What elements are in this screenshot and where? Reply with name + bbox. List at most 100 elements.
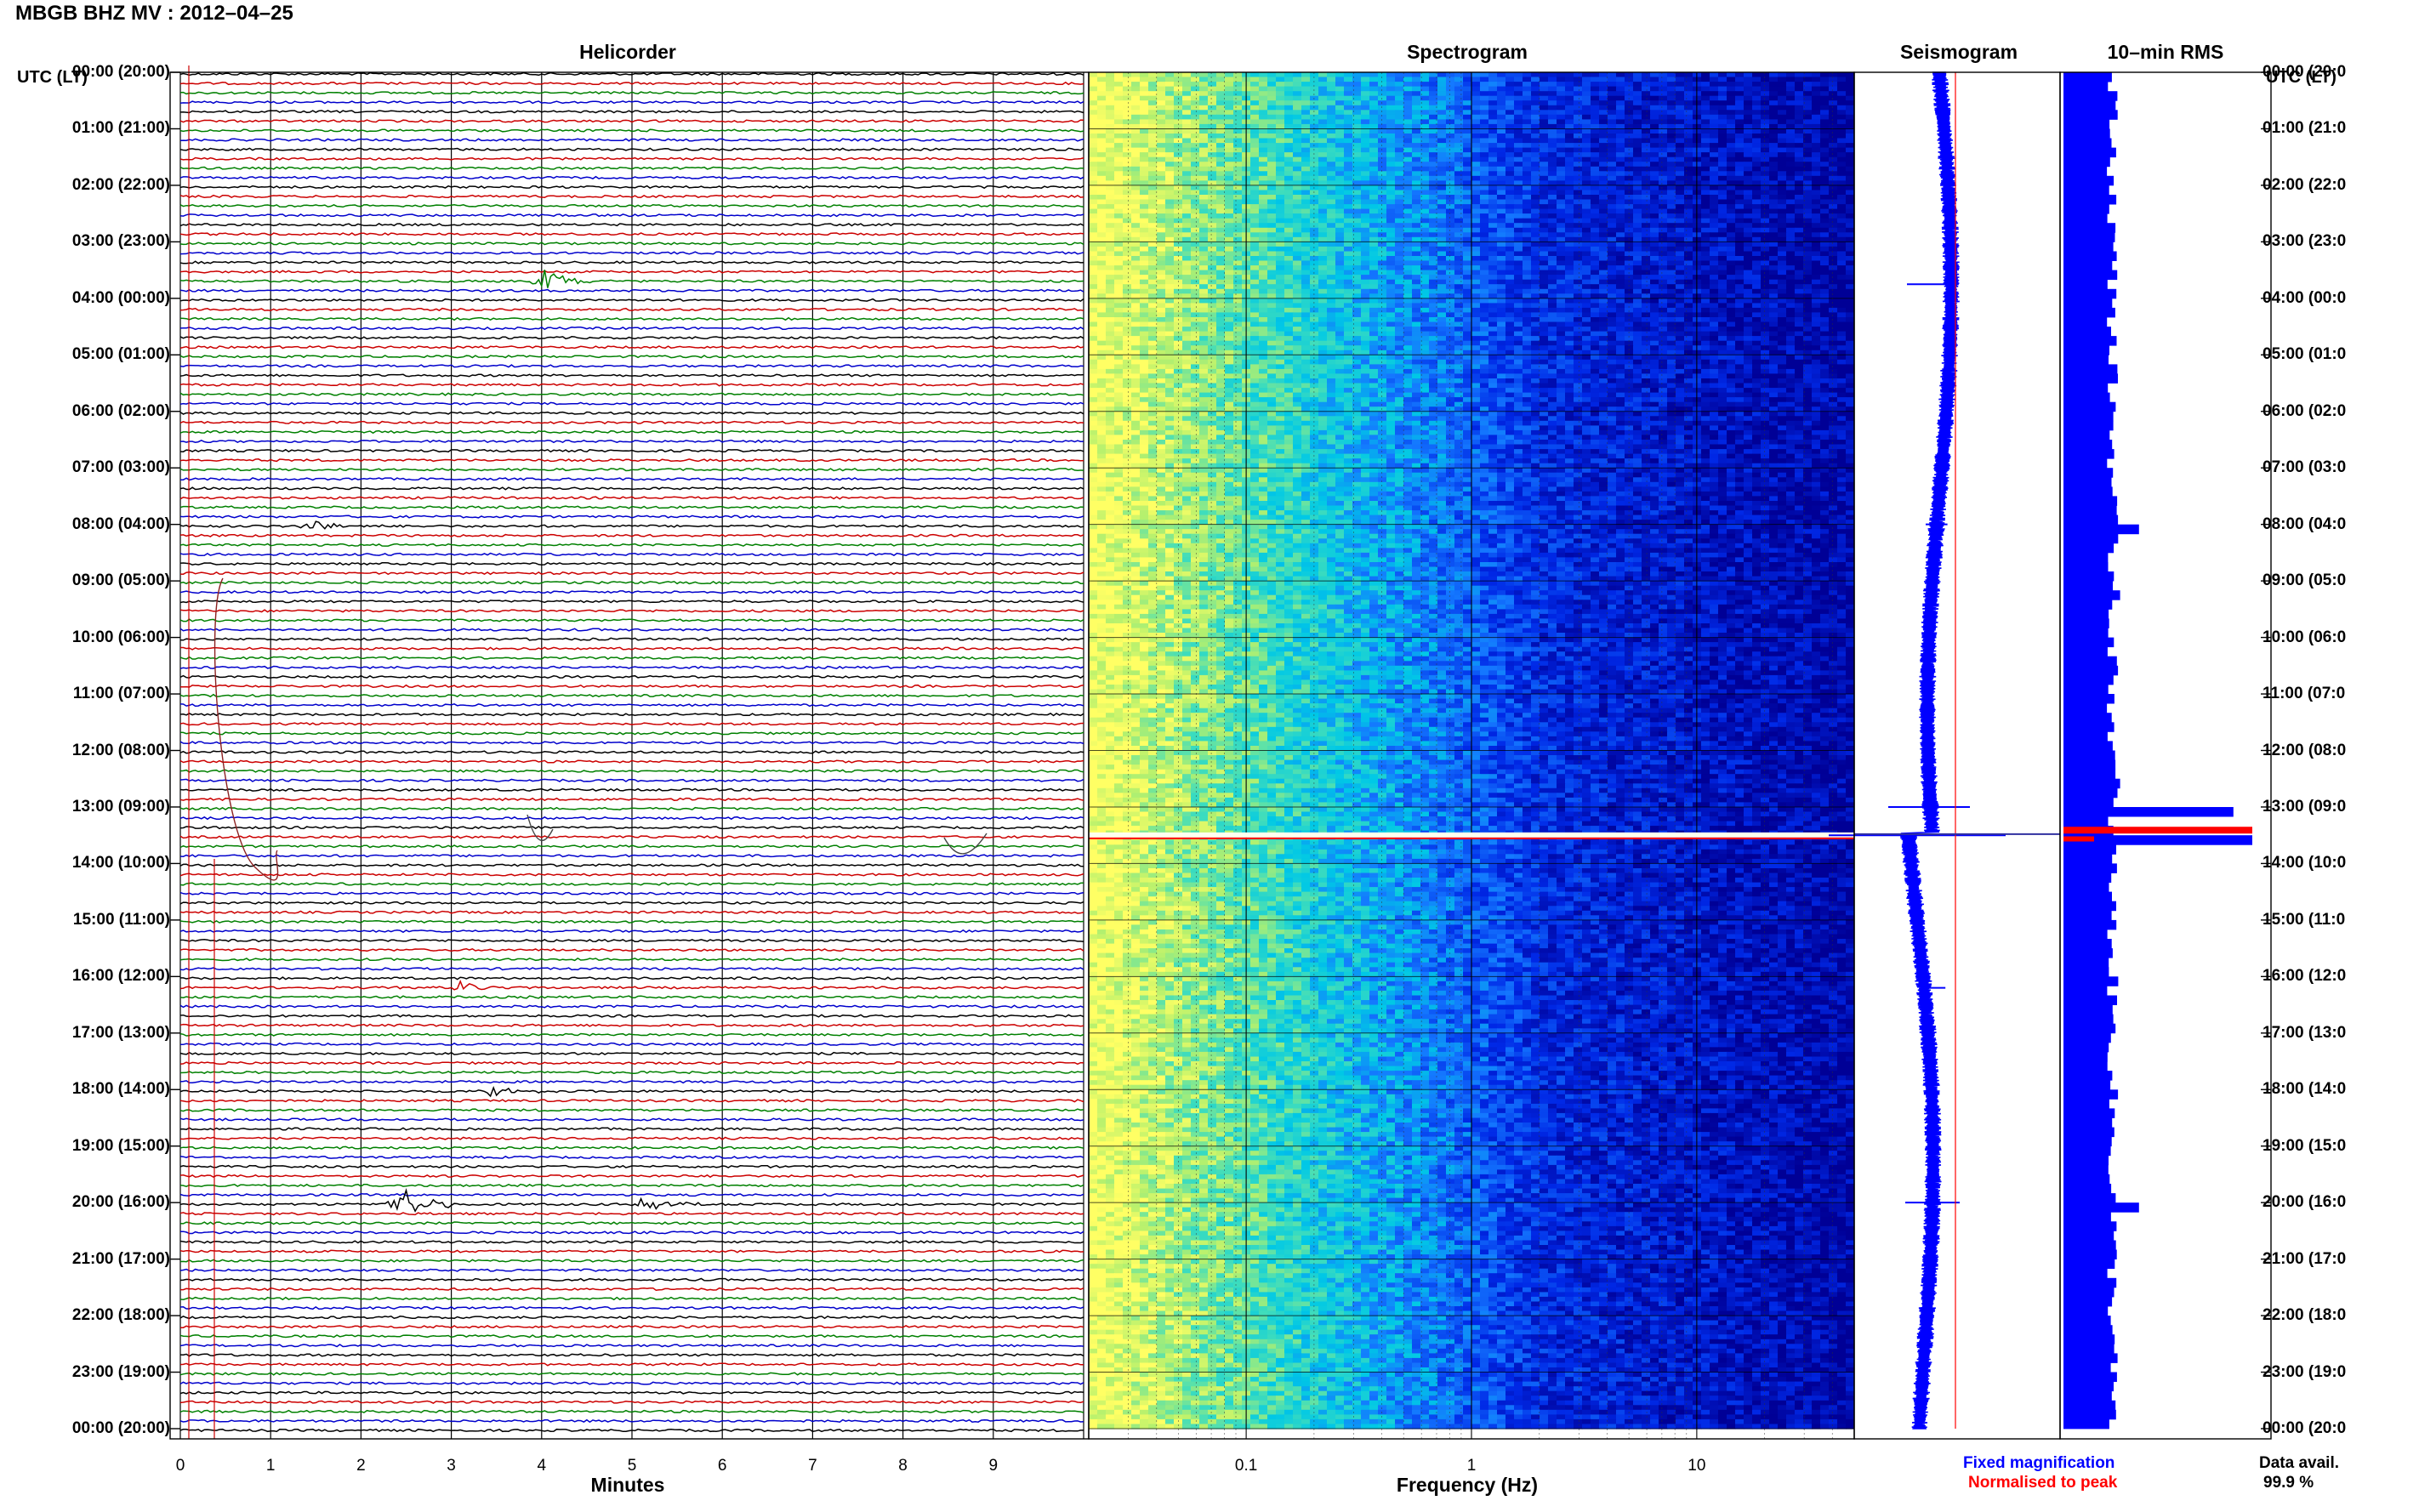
spectrogram-cell — [1301, 72, 1311, 78]
spectrogram-cell — [1531, 199, 1540, 205]
spectrogram-cell — [1276, 288, 1285, 294]
spectrogram-cell — [1352, 171, 1362, 177]
spectrogram-cell — [1488, 288, 1498, 294]
spectrogram-cell — [1131, 195, 1141, 201]
spectrogram-cell — [1548, 284, 1557, 290]
spectrogram-cell — [1412, 279, 1421, 285]
spectrogram-cell — [1412, 82, 1421, 88]
spectrogram-cell — [1182, 260, 1192, 266]
spectrogram-cell — [1191, 279, 1200, 285]
spectrogram-cell — [1208, 317, 1217, 323]
spectrogram-cell — [1284, 303, 1294, 309]
spectrogram-cell — [1352, 312, 1362, 318]
spectrogram-cell — [1327, 128, 1336, 134]
spectrogram-cell — [1463, 180, 1472, 186]
spectrogram-cell — [1097, 114, 1107, 120]
spectrogram-cell — [1786, 123, 1796, 129]
spectrogram-cell — [1471, 227, 1481, 233]
spectrogram-cell — [1114, 312, 1124, 318]
spectrogram-cell — [1386, 86, 1396, 92]
spectrogram-cell — [1369, 260, 1379, 266]
spectrogram-cell — [1591, 218, 1600, 224]
spectrogram-cell — [1182, 152, 1192, 158]
spectrogram-cell — [1327, 162, 1336, 168]
spectrogram-cell — [1089, 218, 1098, 224]
spectrogram-cell — [1531, 307, 1540, 313]
spectrogram-cell — [1114, 275, 1124, 281]
spectrogram-cell — [1599, 303, 1608, 309]
spectrogram-cell — [1199, 312, 1209, 318]
spectrogram-cell — [1497, 77, 1506, 82]
spectrogram-cell — [1591, 227, 1600, 233]
spectrogram-cell — [1157, 251, 1166, 257]
helicorder-trace-row — [179, 514, 1084, 519]
spectrogram-cell — [1837, 265, 1847, 271]
spectrogram-cell — [1752, 128, 1762, 134]
spectrogram-cell — [1369, 227, 1379, 233]
spectrogram-cell — [1378, 134, 1387, 139]
helicorder-trace-row — [180, 477, 1084, 481]
spectrogram-cell — [1514, 82, 1523, 88]
spectrogram-cell — [1395, 321, 1404, 327]
spectrogram-cell — [1140, 82, 1149, 88]
spectrogram-cell — [1114, 162, 1124, 168]
spectrogram-cell — [1429, 82, 1438, 88]
spectrogram-cell — [1769, 175, 1779, 181]
spectrogram-cell — [1761, 227, 1770, 233]
spectrogram-cell — [1250, 223, 1260, 229]
spectrogram-cell — [1497, 91, 1506, 97]
spectrogram-cell — [1540, 236, 1549, 242]
spectrogram-cell — [1352, 72, 1362, 78]
spectrogram-cell — [1505, 236, 1515, 242]
spectrogram-cell — [1642, 284, 1651, 290]
spectrogram-cell — [1548, 119, 1557, 125]
spectrogram-cell — [1565, 152, 1574, 158]
spectrogram-cell — [1293, 256, 1302, 262]
spectrogram-cell — [1344, 288, 1353, 294]
spectrogram-cell — [1769, 303, 1779, 309]
spectrogram-cell — [1633, 275, 1642, 281]
spectrogram-cell — [1157, 260, 1166, 266]
spectrogram-cell — [1361, 86, 1370, 92]
spectrogram-cell — [1429, 312, 1438, 318]
spectrogram-cell — [1089, 260, 1098, 266]
spectrogram-cell — [1829, 100, 1838, 106]
spectrogram-cell — [1497, 134, 1506, 139]
spectrogram-cell — [1114, 204, 1124, 210]
spectrogram-cell — [1480, 279, 1489, 285]
spectrogram-cell — [1574, 251, 1583, 257]
spectrogram-cell — [1386, 180, 1396, 186]
spectrogram-cell — [1565, 246, 1574, 252]
spectrogram-cell — [1480, 72, 1489, 78]
spectrogram-cell — [1284, 72, 1294, 78]
spectrogram-cell — [1267, 288, 1277, 294]
spectrogram-cell — [1114, 199, 1124, 205]
spectrogram-cell — [1106, 270, 1115, 276]
spectrogram-cell — [1318, 204, 1328, 210]
helicorder-trace-row — [179, 364, 1084, 368]
spectrogram-cell — [1744, 195, 1753, 201]
spectrogram-cell — [1216, 317, 1226, 323]
spectrogram-cell — [1820, 175, 1830, 181]
spectrogram-cell — [1148, 279, 1158, 285]
spectrogram-cell — [1429, 86, 1438, 92]
spectrogram-cell — [1676, 265, 1685, 271]
spectrogram-cell — [1786, 156, 1796, 162]
spectrogram-cell — [1608, 218, 1617, 224]
spectrogram-cell — [1676, 114, 1685, 120]
spectrogram-cell — [1659, 180, 1668, 186]
spectrogram-cell — [1259, 246, 1268, 252]
spectrogram-cell — [1531, 110, 1540, 116]
spectrogram-cell — [1803, 251, 1813, 257]
helicorder-trace-row — [179, 1344, 1084, 1348]
spectrogram-cell — [1599, 307, 1608, 313]
spectrogram-cell — [1820, 143, 1830, 149]
spectrogram-cell — [1616, 138, 1625, 144]
spectrogram-cell — [1659, 114, 1668, 120]
spectrogram-cell — [1752, 256, 1762, 262]
spectrogram-cell — [1267, 138, 1277, 144]
spectrogram-cell — [1089, 86, 1098, 92]
spectrogram-cell — [1250, 123, 1260, 129]
spectrogram-cell — [1191, 260, 1200, 266]
spectrogram-cell — [1710, 208, 1719, 214]
